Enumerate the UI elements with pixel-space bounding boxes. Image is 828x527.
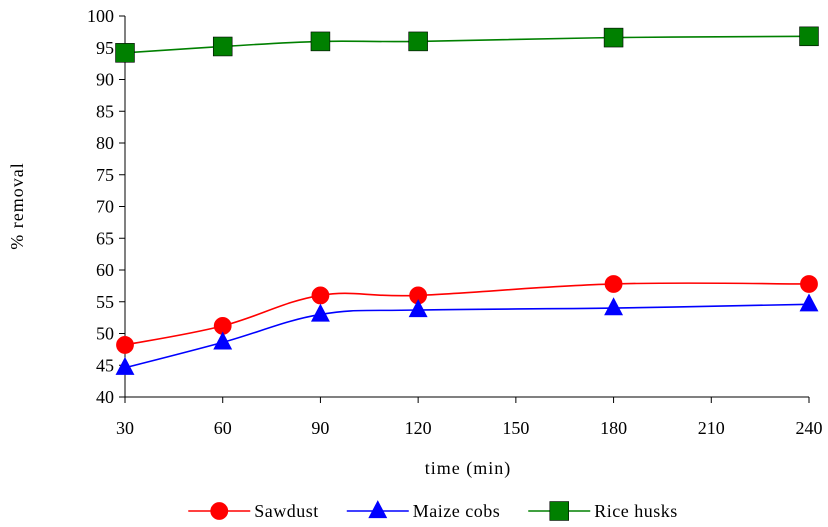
data-point-rice-husks xyxy=(310,31,331,52)
legend-label: Sawdust xyxy=(254,501,319,521)
y-tick-label: 80 xyxy=(96,133,114,153)
legend-item-sawdust: Sawdust xyxy=(188,501,319,521)
data-point-maize-cobs xyxy=(115,356,135,375)
x-tick-label: 30 xyxy=(116,418,134,438)
x-tick-label: 240 xyxy=(796,418,823,438)
x-tick-label: 120 xyxy=(405,418,432,438)
y-tick-label: 70 xyxy=(96,197,114,217)
data-point-maize-cobs xyxy=(604,297,624,316)
legend-label: Maize cobs xyxy=(413,501,500,521)
data-point-maize-cobs xyxy=(408,299,428,318)
data-point-maize-cobs xyxy=(799,293,819,312)
y-tick-label: 75 xyxy=(96,165,114,185)
y-tick-label: 50 xyxy=(96,324,114,344)
data-point-rice-husks xyxy=(212,36,233,57)
legend-item-rice-husks: Rice husks xyxy=(528,501,678,521)
y-tick-label: 40 xyxy=(96,387,114,407)
legend-marker xyxy=(549,501,569,521)
series-rice-husks xyxy=(115,26,819,63)
y-tick-label: 90 xyxy=(96,70,114,90)
x-tick-label: 180 xyxy=(600,418,627,438)
data-point-sawdust xyxy=(116,336,134,354)
y-tick-label: 55 xyxy=(96,292,114,312)
legend: Sawdust Maize cobs Rice husks xyxy=(188,500,678,521)
series-line-sawdust xyxy=(124,282,810,346)
x-tick-label: 90 xyxy=(311,418,329,438)
series-sawdust xyxy=(116,275,818,354)
x-tick-label: 60 xyxy=(214,418,232,438)
data-point-sawdust xyxy=(604,275,623,293)
data-point-sawdust xyxy=(311,286,330,305)
data-point-rice-husks xyxy=(115,43,135,63)
data-point-maize-cobs xyxy=(310,303,330,322)
y-tick-label: 95 xyxy=(96,38,114,58)
x-tick-label: 150 xyxy=(502,418,529,438)
data-point-rice-husks xyxy=(799,26,819,47)
series-line-maize-cobs xyxy=(124,303,810,369)
y-tick-label: 45 xyxy=(96,355,114,375)
y-tick-label: 85 xyxy=(96,101,114,121)
legend-item-maize-cobs: Maize cobs xyxy=(346,500,500,521)
legend-label: Rice husks xyxy=(594,501,678,521)
series-layer xyxy=(115,26,819,375)
data-point-rice-husks xyxy=(603,27,624,48)
series-maize-cobs xyxy=(115,293,819,375)
y-axis-label: % removal xyxy=(7,162,27,249)
axes: 40 45 50 55 60 65 70 75 80 85 90 95 100 30 60 90 120 150 1… xyxy=(87,6,823,438)
legend-marker xyxy=(368,500,388,519)
legend-marker xyxy=(210,502,229,520)
x-tick-label: 210 xyxy=(698,418,725,438)
y-tick-label: 65 xyxy=(96,228,114,248)
data-point-maize-cobs xyxy=(213,331,233,350)
data-point-sawdust xyxy=(800,275,818,293)
y-tick-label: 100 xyxy=(87,6,114,26)
y-tick-label: 60 xyxy=(96,260,114,280)
data-point-rice-husks xyxy=(408,31,428,52)
x-axis-label: time (min) xyxy=(425,458,511,479)
